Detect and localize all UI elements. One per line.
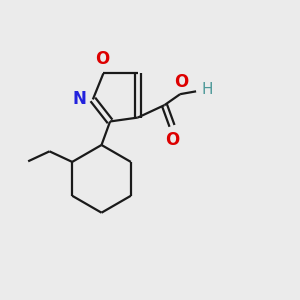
Text: N: N <box>73 90 86 108</box>
Text: O: O <box>165 130 179 148</box>
Text: O: O <box>174 73 188 91</box>
Text: H: H <box>201 82 213 98</box>
Text: O: O <box>95 50 109 68</box>
